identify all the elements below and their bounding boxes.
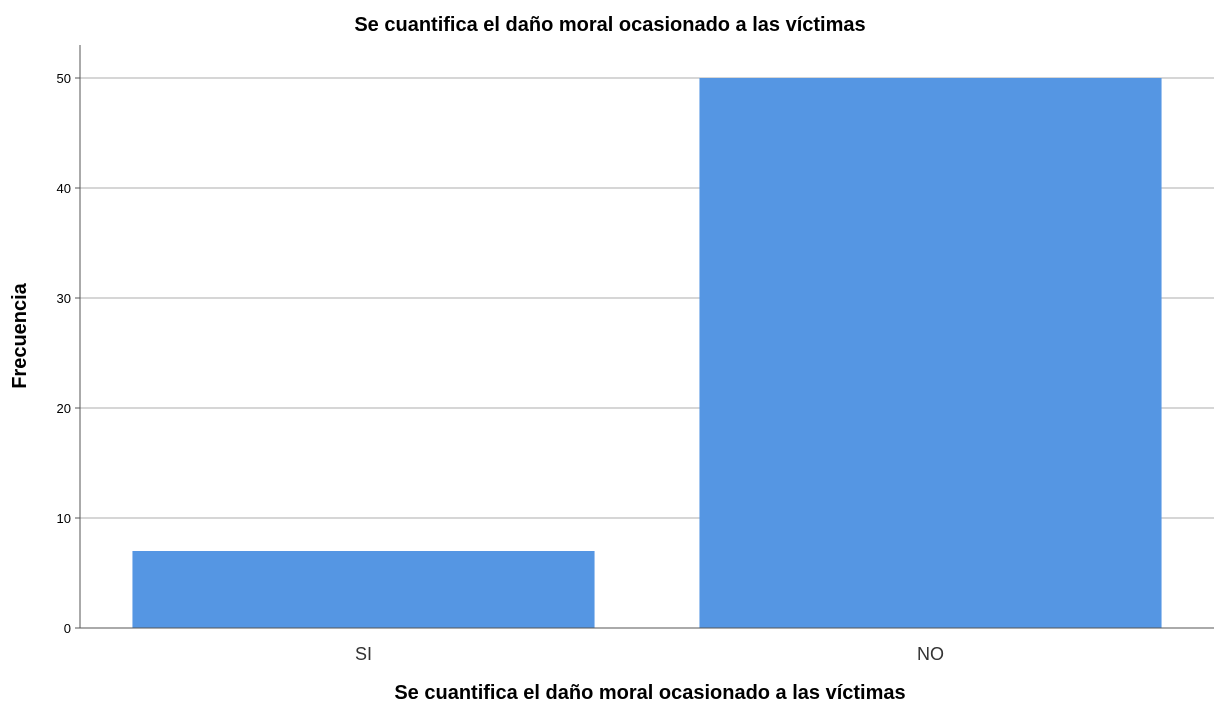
- y-tick-label: 20: [57, 401, 71, 416]
- y-tick-label: 30: [57, 291, 71, 306]
- x-category-labels: SI NO: [355, 644, 944, 664]
- axes: [79, 45, 1214, 629]
- y-tick-labels: 0 10 20 30 40 50: [57, 71, 71, 636]
- x-category-label: SI: [355, 644, 372, 664]
- x-category-label: NO: [917, 644, 944, 664]
- x-axis-title: Se cuantifica el daño moral ocasionado a…: [394, 682, 905, 704]
- bar-no: [699, 78, 1162, 628]
- y-tick-label: 10: [57, 511, 71, 526]
- chart-title: Se cuantifica el daño moral ocasionado a…: [354, 14, 865, 36]
- y-tick-label: 50: [57, 71, 71, 86]
- y-tick-label: 0: [64, 621, 71, 636]
- bars: [132, 78, 1162, 628]
- y-tick-label: 40: [57, 181, 71, 196]
- y-axis-title: Frecuencia: [9, 282, 31, 388]
- bar-si: [132, 551, 595, 628]
